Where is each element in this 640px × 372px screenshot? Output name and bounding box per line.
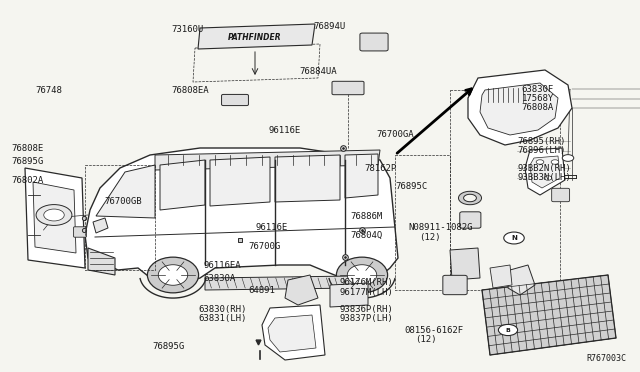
FancyBboxPatch shape <box>460 212 481 228</box>
Ellipse shape <box>147 257 198 293</box>
Text: N: N <box>511 235 517 241</box>
Polygon shape <box>482 275 616 355</box>
Polygon shape <box>25 168 85 268</box>
Polygon shape <box>198 24 315 49</box>
Polygon shape <box>160 160 205 210</box>
Polygon shape <box>275 155 340 202</box>
Polygon shape <box>480 83 558 135</box>
Text: 78162P: 78162P <box>365 164 397 173</box>
FancyBboxPatch shape <box>74 227 86 237</box>
Polygon shape <box>33 182 76 253</box>
Polygon shape <box>345 154 378 198</box>
Polygon shape <box>88 248 115 275</box>
Text: 96176M(RH): 96176M(RH) <box>339 278 393 287</box>
Ellipse shape <box>337 257 388 293</box>
Text: (12): (12) <box>419 233 441 242</box>
Polygon shape <box>205 276 355 290</box>
Text: 17568Y: 17568Y <box>522 94 554 103</box>
Text: 63831(LH): 63831(LH) <box>198 314 247 323</box>
Polygon shape <box>490 265 512 288</box>
FancyBboxPatch shape <box>443 275 467 295</box>
Polygon shape <box>530 156 560 188</box>
Polygon shape <box>268 315 316 352</box>
Ellipse shape <box>158 265 188 285</box>
Polygon shape <box>285 275 318 305</box>
Text: 76894U: 76894U <box>314 22 346 31</box>
FancyBboxPatch shape <box>360 33 388 51</box>
Circle shape <box>544 176 552 180</box>
Polygon shape <box>508 265 535 295</box>
Polygon shape <box>262 305 325 360</box>
Text: 76895C: 76895C <box>396 182 428 191</box>
Text: 73160U: 73160U <box>172 25 204 34</box>
Text: 96116E: 96116E <box>269 126 301 135</box>
Text: 96116EA: 96116EA <box>204 262 241 270</box>
Circle shape <box>536 160 544 164</box>
Circle shape <box>563 155 574 161</box>
Text: 76886M: 76886M <box>351 212 383 221</box>
Text: 76802A: 76802A <box>12 176 44 185</box>
FancyBboxPatch shape <box>332 81 364 95</box>
Text: 63830F: 63830F <box>522 85 554 94</box>
Text: 76884UA: 76884UA <box>300 67 337 76</box>
Text: PATHFINDER: PATHFINDER <box>228 32 282 42</box>
Circle shape <box>499 324 518 336</box>
Text: 64891: 64891 <box>248 286 275 295</box>
Text: 96177M(LH): 96177M(LH) <box>339 288 393 296</box>
Circle shape <box>504 232 524 244</box>
Text: 76808A: 76808A <box>522 103 554 112</box>
Text: 76895(RH): 76895(RH) <box>517 137 566 146</box>
Text: 93837P(LH): 93837P(LH) <box>339 314 393 323</box>
Polygon shape <box>96 165 155 218</box>
Text: 63830A: 63830A <box>204 274 236 283</box>
Text: 08156-6162F: 08156-6162F <box>404 326 463 335</box>
Polygon shape <box>210 157 270 206</box>
Text: B: B <box>506 327 511 333</box>
Polygon shape <box>93 218 108 233</box>
Text: N08911-1082G: N08911-1082G <box>408 223 473 232</box>
Text: 63830(RH): 63830(RH) <box>198 305 247 314</box>
Polygon shape <box>450 248 480 280</box>
Text: 93836P(RH): 93836P(RH) <box>339 305 393 314</box>
Text: 76896(LH): 76896(LH) <box>517 146 566 155</box>
Polygon shape <box>85 148 398 283</box>
Text: 76804Q: 76804Q <box>351 231 383 240</box>
Text: 93BB3N(LH): 93BB3N(LH) <box>517 173 571 182</box>
Text: 76748: 76748 <box>35 86 62 94</box>
Polygon shape <box>155 150 380 170</box>
Text: 96116E: 96116E <box>256 223 288 232</box>
Text: 93BB2N(RH): 93BB2N(RH) <box>517 164 571 173</box>
Circle shape <box>551 160 559 164</box>
Text: 76700G: 76700G <box>248 242 280 251</box>
FancyBboxPatch shape <box>221 94 248 106</box>
Circle shape <box>44 209 64 221</box>
Ellipse shape <box>348 265 377 285</box>
Text: 76895G: 76895G <box>152 342 184 351</box>
Text: 76808E: 76808E <box>12 144 44 153</box>
Text: 76700GB: 76700GB <box>104 197 142 206</box>
Text: R767003C: R767003C <box>586 354 626 363</box>
Polygon shape <box>468 70 572 145</box>
Text: (12): (12) <box>415 335 436 344</box>
Circle shape <box>36 205 72 225</box>
Text: 76895G: 76895G <box>12 157 44 166</box>
Text: 76808EA: 76808EA <box>172 86 209 94</box>
Polygon shape <box>330 283 368 307</box>
Text: 76700GA: 76700GA <box>376 130 414 139</box>
Polygon shape <box>525 148 565 195</box>
FancyBboxPatch shape <box>552 188 570 202</box>
